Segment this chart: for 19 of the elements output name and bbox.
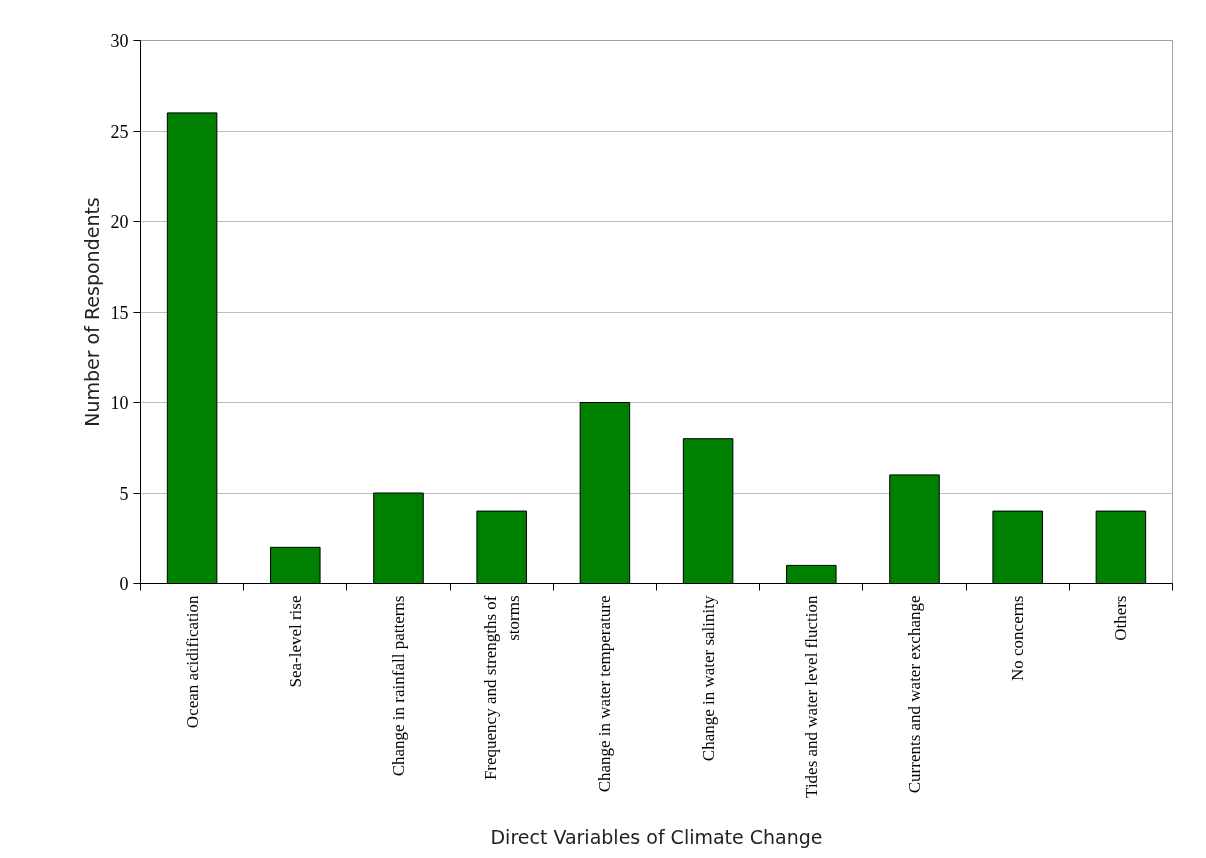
x-axis-title: Direct Variables of Climate Change	[490, 825, 823, 848]
x-tick-label: Sea-level rise	[285, 595, 305, 688]
y-tick-label: 15	[110, 302, 129, 323]
x-tick-label: Currents and water exchange	[905, 595, 924, 794]
x-tick-label: Ocean acidification	[182, 595, 202, 729]
y-tick-label: 20	[110, 212, 129, 232]
y-axis-title: Number of Respondents	[80, 197, 103, 427]
y-tick-label: 0	[119, 574, 129, 594]
x-tick-label: Change in water temperature	[595, 595, 615, 793]
x-tick-label: Change in rainfall patterns	[389, 595, 408, 777]
y-tick-label: 5	[119, 483, 129, 504]
x-tick-label: Others	[1111, 595, 1131, 641]
y-tick-label: 30	[110, 31, 129, 51]
x-tick-label: Tides and water level fluction	[801, 595, 821, 798]
x-tick-label: No concerns	[1008, 595, 1028, 681]
y-tick-label: 10	[110, 393, 129, 413]
x-tick-label: Change in water salinity	[698, 595, 718, 762]
y-tick-label: 25	[110, 121, 129, 142]
x-tick-label: Frequency and strengths of storms	[480, 595, 523, 781]
